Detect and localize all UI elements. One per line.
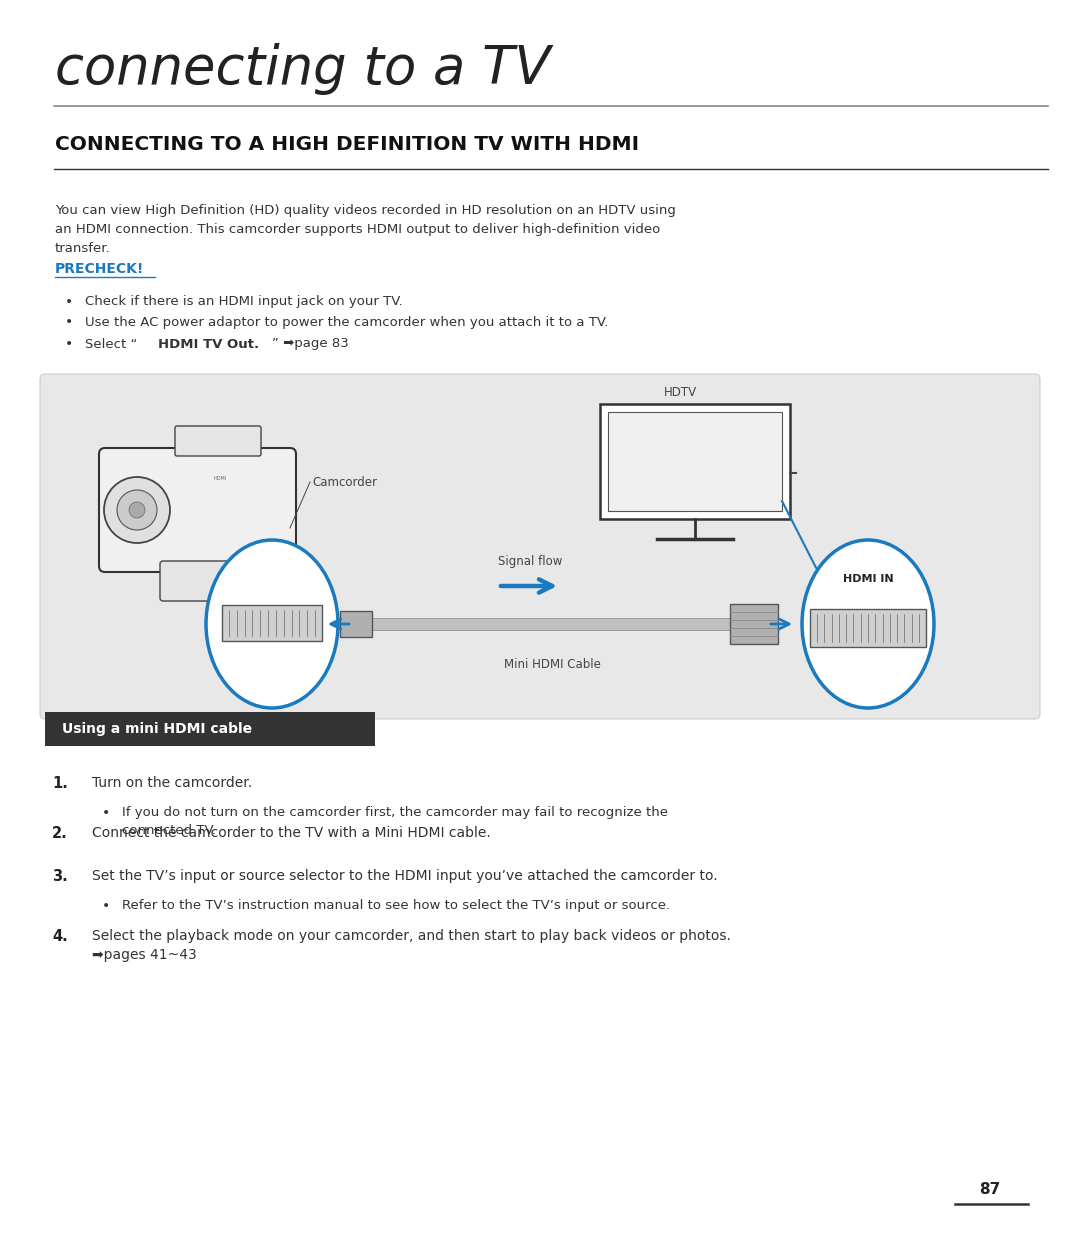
- Ellipse shape: [206, 540, 338, 708]
- Text: Select “: Select “: [85, 338, 137, 350]
- Bar: [372, 618, 730, 631]
- FancyBboxPatch shape: [340, 611, 372, 637]
- Text: Check if there is an HDMI input jack on your TV.: Check if there is an HDMI input jack on …: [85, 295, 403, 308]
- Text: If you do not turn on the camcorder first, the camcorder may fail to recognize t: If you do not turn on the camcorder firs…: [122, 806, 669, 837]
- Text: 87: 87: [980, 1182, 1001, 1197]
- Text: Camcorder: Camcorder: [312, 475, 377, 489]
- Text: •: •: [102, 900, 110, 913]
- FancyBboxPatch shape: [40, 374, 1040, 719]
- Text: ” ➡page 83: ” ➡page 83: [272, 338, 349, 350]
- Text: 4.: 4.: [52, 929, 68, 944]
- Text: connecting to a TV: connecting to a TV: [55, 43, 551, 95]
- Text: HDMI: HDMI: [214, 475, 227, 480]
- Text: HDMI TV Out.: HDMI TV Out.: [158, 338, 259, 350]
- Text: •: •: [102, 806, 110, 821]
- Text: •: •: [65, 295, 73, 308]
- Text: HDTV: HDTV: [663, 385, 697, 399]
- Text: Using a mini HDMI cable: Using a mini HDMI cable: [62, 722, 252, 735]
- FancyBboxPatch shape: [600, 404, 789, 520]
- FancyBboxPatch shape: [222, 605, 322, 640]
- Text: •: •: [65, 315, 73, 329]
- Circle shape: [117, 490, 157, 529]
- Circle shape: [104, 478, 170, 543]
- Text: Use the AC power adaptor to power the camcorder when you attach it to a TV.: Use the AC power adaptor to power the ca…: [85, 316, 608, 328]
- Text: CONNECTING TO A HIGH DEFINITION TV WITH HDMI: CONNECTING TO A HIGH DEFINITION TV WITH …: [55, 135, 639, 153]
- Text: •: •: [65, 337, 73, 350]
- Text: 3.: 3.: [52, 869, 68, 884]
- FancyBboxPatch shape: [175, 426, 261, 457]
- Text: Set the TV’s input or source selector to the HDMI input you’ve attached the camc: Set the TV’s input or source selector to…: [92, 869, 717, 884]
- Text: 2.: 2.: [52, 826, 68, 842]
- Text: Select the playback mode on your camcorder, and then start to play back videos o: Select the playback mode on your camcord…: [92, 929, 731, 963]
- Circle shape: [129, 502, 145, 518]
- FancyBboxPatch shape: [730, 603, 778, 644]
- Text: PRECHECK!: PRECHECK!: [55, 262, 145, 276]
- Text: HDMI IN: HDMI IN: [842, 574, 893, 584]
- Text: Mini HDMI Cable: Mini HDMI Cable: [503, 658, 600, 670]
- Text: 1.: 1.: [52, 776, 68, 791]
- FancyBboxPatch shape: [810, 610, 926, 647]
- Ellipse shape: [802, 540, 934, 708]
- Text: Refer to the TV’s instruction manual to see how to select the TV’s input or sour: Refer to the TV’s instruction manual to …: [122, 900, 670, 912]
- Text: Signal flow: Signal flow: [498, 555, 563, 569]
- FancyBboxPatch shape: [608, 412, 782, 511]
- Text: Turn on the camcorder.: Turn on the camcorder.: [92, 776, 252, 790]
- FancyBboxPatch shape: [160, 561, 258, 601]
- Text: Connect the camcorder to the TV with a Mini HDMI cable.: Connect the camcorder to the TV with a M…: [92, 826, 490, 840]
- FancyBboxPatch shape: [45, 712, 375, 747]
- Text: You can view High Definition (HD) quality videos recorded in HD resolution on an: You can view High Definition (HD) qualit…: [55, 204, 676, 255]
- FancyBboxPatch shape: [99, 448, 296, 573]
